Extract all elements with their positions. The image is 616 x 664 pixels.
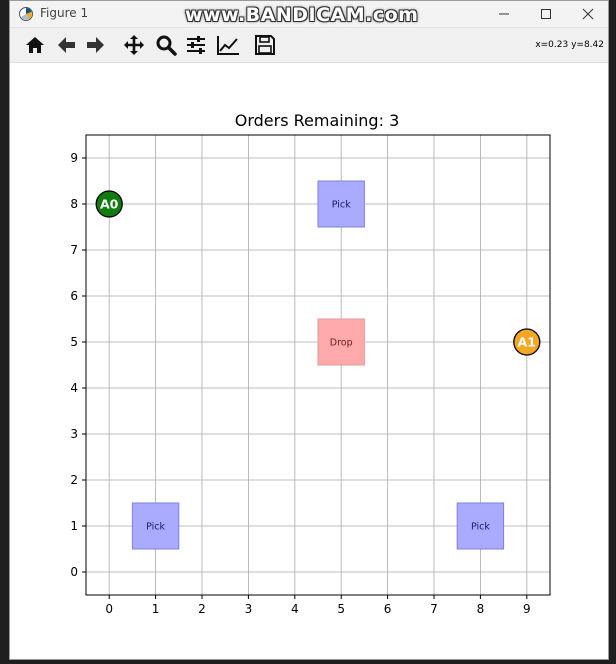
forward-arrow-icon	[87, 37, 104, 53]
maximize-icon	[541, 9, 551, 19]
save-button[interactable]	[252, 33, 278, 57]
agent-marker: A0	[95, 190, 123, 218]
agents-layer: A0 A1	[95, 190, 541, 356]
background-left	[0, 0, 10, 664]
configure-subplots-button[interactable]	[183, 33, 209, 57]
save-icon	[255, 35, 275, 55]
pan-button[interactable]	[121, 33, 147, 57]
forward-button[interactable]	[83, 33, 109, 57]
matplotlib-app-icon	[19, 7, 33, 21]
x-tick-label: 5	[337, 602, 345, 616]
pick-station: Pick	[317, 180, 365, 228]
cursor-coordinates: x=0.23 y=8.42	[535, 40, 604, 50]
y-axis-ticks: 0 1 2 3 4 5 6 7 8 9	[70, 151, 86, 579]
x-tick-label: 7	[430, 602, 438, 616]
minimize-button[interactable]	[484, 1, 524, 27]
y-tick-label: 6	[70, 289, 78, 303]
window-title: Figure 1	[40, 6, 89, 20]
configure-subplots-icon	[187, 36, 205, 54]
pick-station: Pick	[131, 502, 180, 550]
station-label: Drop	[330, 338, 353, 349]
axes-frame	[85, 134, 551, 596]
home-button[interactable]	[22, 33, 48, 57]
y-tick-label: 0	[70, 565, 78, 579]
navigation-toolbar: x=0.23 y=8.42	[10, 28, 608, 63]
pick-station-box	[317, 180, 365, 228]
stations-layer: Pick Drop Pick Pick	[131, 180, 505, 550]
minimize-icon	[499, 13, 509, 15]
edit-axis-icon	[217, 36, 239, 55]
y-tick-label: 5	[70, 335, 78, 349]
x-axis-ticks: 0 1 2 3 4 5 6 7 8 9	[105, 595, 531, 616]
agent-marker: A1	[513, 328, 541, 356]
x-tick-label: 0	[105, 602, 113, 616]
station-label: Pick	[146, 522, 165, 533]
y-tick-label: 2	[70, 473, 78, 487]
station-label: Pick	[332, 200, 351, 211]
agent-label: A0	[100, 197, 119, 212]
agent-circle	[513, 328, 541, 356]
x-tick-label: 9	[523, 602, 531, 616]
drop-station: Drop	[317, 318, 365, 366]
close-button[interactable]	[568, 1, 608, 27]
y-tick-label: 7	[70, 243, 78, 257]
pick-station-box	[456, 502, 505, 550]
title-bar: Figure 1 www.BANDICAM.com	[10, 1, 608, 28]
y-tick-label: 3	[70, 427, 78, 441]
agent-circle	[95, 190, 123, 218]
back-button[interactable]	[53, 33, 79, 57]
pick-station-box	[131, 502, 180, 550]
recording-watermark: www.BANDICAM.com	[185, 4, 419, 26]
chart-title: Orders Remaining: 3	[235, 111, 400, 130]
pan-icon	[124, 35, 144, 55]
background-right	[610, 0, 616, 664]
drop-station-box	[317, 318, 365, 366]
y-tick-label: 4	[70, 381, 78, 395]
y-tick-label: 8	[70, 197, 78, 211]
x-tick-label: 3	[245, 602, 253, 616]
edit-axis-button[interactable]	[214, 33, 240, 57]
zoom-button[interactable]	[153, 33, 179, 57]
figure-window: Figure 1 www.BANDICAM.com	[9, 0, 609, 660]
x-tick-label: 1	[152, 602, 160, 616]
x-tick-label: 8	[477, 602, 485, 616]
home-icon	[26, 37, 44, 53]
pick-station: Pick	[456, 502, 505, 550]
back-arrow-icon	[58, 37, 75, 53]
station-label: Pick	[471, 522, 490, 533]
close-icon	[582, 8, 594, 20]
agent-label: A1	[518, 335, 536, 350]
zoom-icon	[156, 35, 177, 56]
x-tick-label: 4	[291, 602, 299, 616]
x-tick-label: 2	[198, 602, 206, 616]
maximize-button[interactable]	[526, 1, 566, 27]
y-tick-label: 9	[70, 151, 78, 165]
figure-canvas: Orders Remaining: 3 Pick Drop Pick Pick A0 A…	[10, 63, 608, 659]
x-tick-label: 6	[384, 602, 392, 616]
y-tick-label: 1	[70, 519, 78, 533]
